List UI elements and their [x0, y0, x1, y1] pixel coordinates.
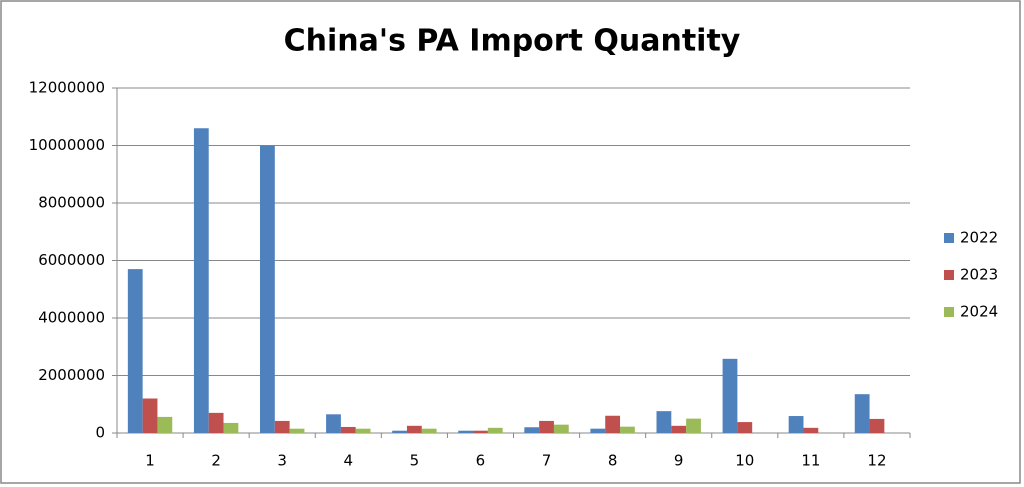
x-tick-label: 9: [674, 452, 684, 470]
x-tick-label: 3: [277, 452, 287, 470]
bar: [260, 145, 275, 433]
bar: [686, 418, 701, 433]
bar: [340, 426, 356, 433]
y-tick-label: 12000000: [29, 79, 105, 97]
bar: [869, 418, 885, 433]
bar: [127, 269, 143, 433]
y-tick-label: 2000000: [38, 366, 105, 384]
y-tick-label: 10000000: [29, 136, 105, 154]
bar: [326, 414, 341, 433]
bar: [737, 422, 753, 433]
bar: [355, 428, 371, 433]
bar: [656, 411, 672, 433]
bar: [289, 428, 305, 433]
legend-swatch: [944, 270, 954, 280]
x-tick-label: 10: [735, 452, 754, 470]
bar: [590, 428, 606, 433]
bar: [722, 358, 738, 433]
bar: [274, 420, 290, 433]
x-tick-label: 7: [542, 452, 552, 470]
bar: [524, 427, 540, 433]
bar: [539, 420, 554, 433]
x-tick-label: 11: [801, 452, 820, 470]
bar: [788, 416, 804, 433]
x-tick-label: 6: [476, 452, 486, 470]
x-tick-label: 4: [344, 452, 354, 470]
legend-label: 2022: [960, 229, 998, 247]
y-tick-label: 4000000: [38, 309, 105, 327]
bar: [142, 398, 158, 433]
bar: [854, 394, 870, 433]
x-tick-label: 8: [608, 452, 618, 470]
y-tick-label: 6000000: [38, 251, 105, 269]
bar: [605, 415, 621, 433]
y-tick-label: 8000000: [38, 194, 105, 212]
y-tick-label: 0: [95, 424, 105, 442]
legend-swatch: [944, 233, 954, 243]
legend-label: 2024: [960, 303, 998, 321]
legend-swatch: [944, 307, 954, 317]
bar: [157, 416, 173, 433]
x-tick-label: 1: [145, 452, 155, 470]
chart-title: China's PA Import Quantity: [284, 24, 741, 59]
bar: [553, 424, 569, 433]
x-tick-label: 5: [410, 452, 420, 470]
bar: [223, 422, 239, 433]
bar: [671, 425, 687, 433]
bar: [487, 427, 503, 433]
x-tick-label: 12: [867, 452, 886, 470]
bar: [620, 426, 635, 433]
bar: [421, 428, 437, 433]
legend-label: 2023: [960, 266, 998, 284]
bar: [392, 430, 407, 433]
bar: [803, 427, 819, 433]
bar: [473, 430, 488, 433]
bar: [458, 430, 474, 433]
bar: [406, 425, 422, 433]
bar: [208, 412, 224, 433]
x-tick-label: 2: [211, 452, 221, 470]
bar: [193, 128, 209, 433]
